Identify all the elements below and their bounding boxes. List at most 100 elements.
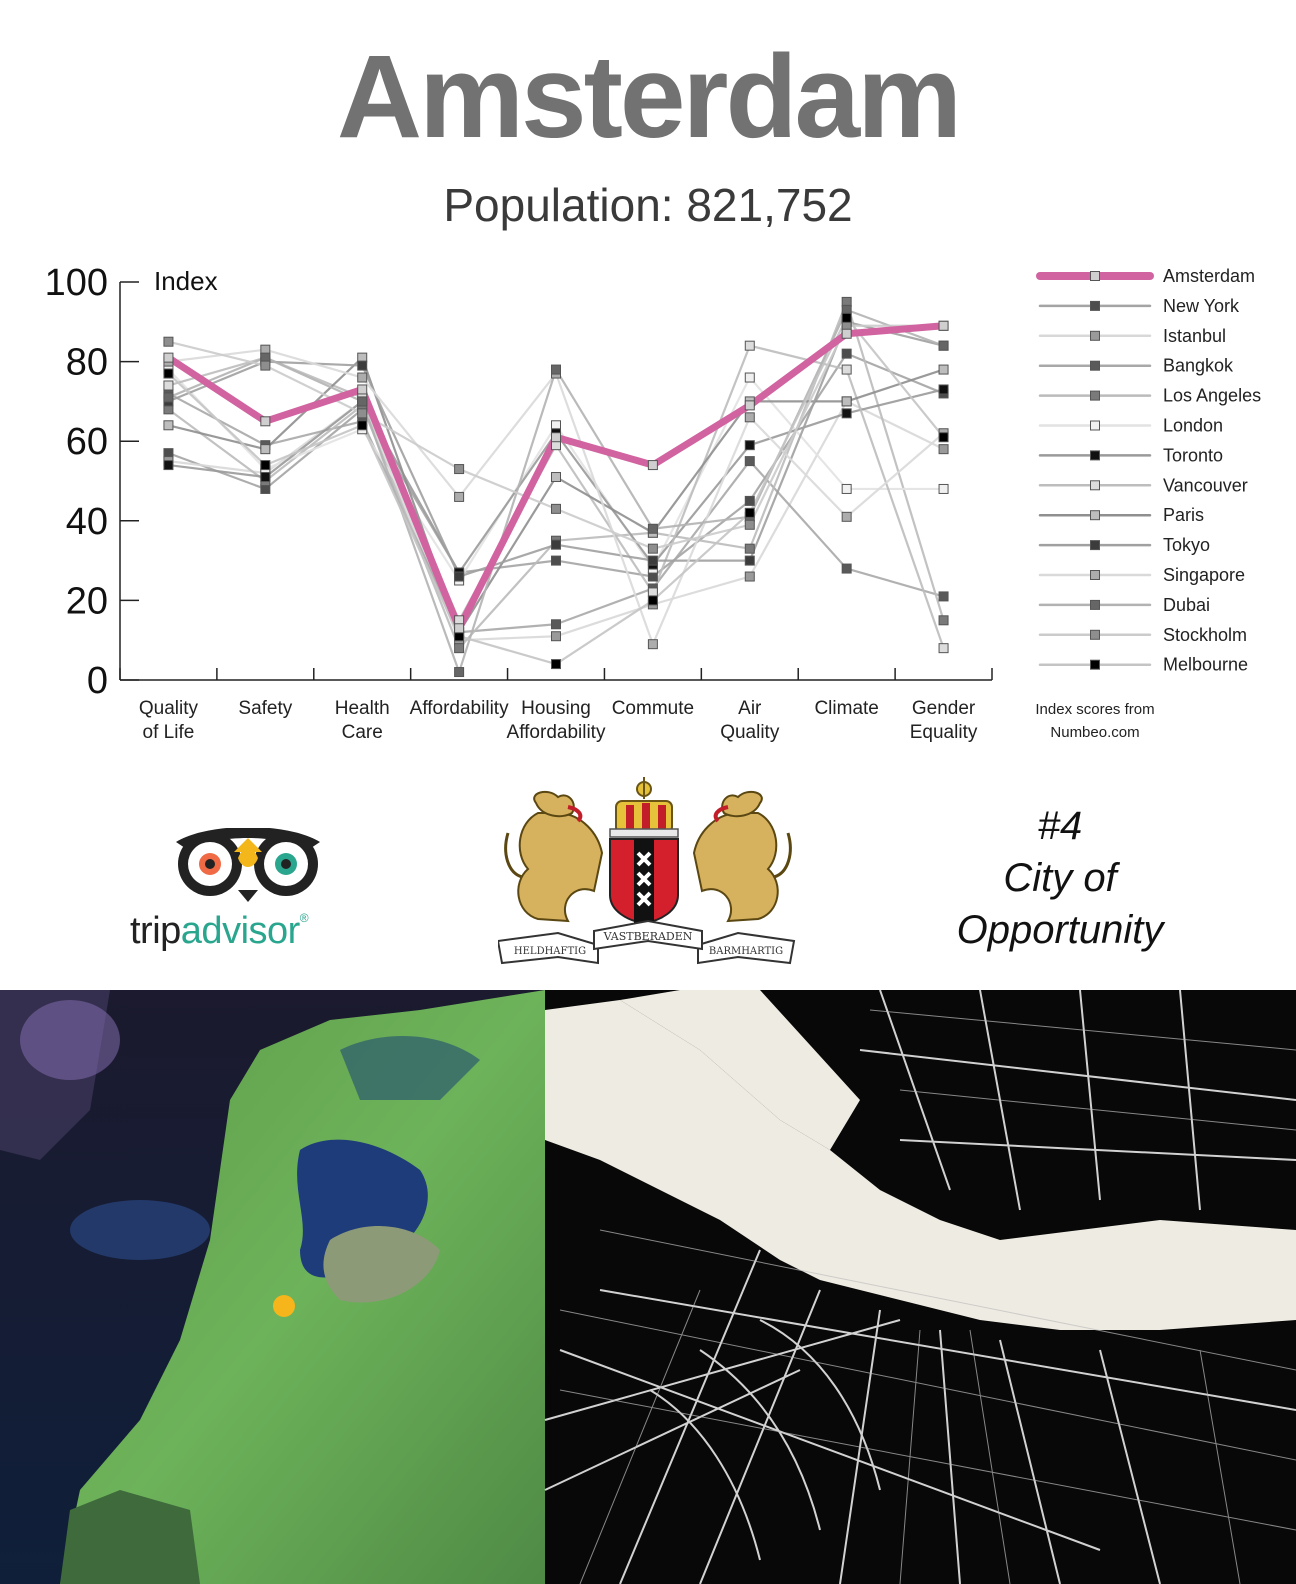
data-point-toronto — [163, 460, 174, 471]
satellite-map — [0, 990, 545, 1584]
data-point-melbourne — [841, 312, 852, 323]
left-lion-icon — [504, 790, 604, 923]
data-point-los-angeles — [454, 643, 465, 654]
data-point-istanbul — [551, 631, 561, 642]
data-point-dubai — [647, 523, 658, 534]
data-point-los-angeles — [938, 615, 949, 626]
data-point-singapore — [647, 639, 658, 650]
data-point-singapore — [454, 491, 465, 502]
legend-marker — [1090, 510, 1100, 521]
data-point-melbourne — [647, 595, 658, 606]
data-point-vancouver — [841, 364, 852, 375]
legend-marker — [1090, 540, 1100, 551]
legend-label: London — [1163, 416, 1223, 436]
right-lion-icon — [692, 790, 792, 923]
data-point-amsterdam — [744, 400, 755, 411]
x-tick-label: Quality — [720, 722, 780, 743]
x-tick-label: Affordability — [507, 722, 606, 743]
ranking-badge: #4 City of Opportunity — [920, 800, 1200, 956]
data-point-london — [744, 372, 755, 383]
x-tick-label: Gender — [912, 698, 976, 719]
data-point-istanbul — [744, 571, 755, 582]
y-tick-label: 0 — [87, 660, 108, 702]
data-point-bangkok — [551, 619, 561, 630]
data-point-toronto — [744, 440, 755, 451]
y-tick-label: 40 — [66, 501, 108, 543]
data-point-amsterdam — [260, 416, 271, 427]
legend-label: Dubai — [1163, 595, 1210, 615]
legend-marker — [1090, 570, 1100, 580]
shield-icon — [609, 838, 679, 925]
motto-center: VASTBERADEN — [603, 930, 693, 943]
legend-label: Vancouver — [1163, 475, 1248, 495]
legend-marker — [1090, 450, 1100, 461]
legend-marker — [1090, 300, 1100, 311]
data-point-amsterdam — [163, 352, 174, 363]
x-tick-label: of Life — [143, 722, 195, 743]
data-point-dubai — [938, 340, 949, 351]
x-tick-label: Housing — [521, 698, 591, 719]
street-map — [544, 990, 1296, 1584]
series-line-singapore — [168, 348, 945, 646]
legend-marker — [1090, 480, 1100, 491]
data-point-amsterdam — [938, 320, 949, 331]
data-point-dubai — [163, 392, 174, 403]
map-panels — [0, 990, 1296, 1584]
data-point-vancouver — [938, 643, 949, 654]
data-point-amsterdam — [357, 384, 368, 395]
data-point-new-york — [551, 555, 561, 566]
data-point-melbourne — [260, 460, 271, 471]
x-tick-label: Quality — [139, 698, 199, 719]
data-point-tokyo — [647, 555, 658, 566]
tripadvisor-wordmark: tripadvisor® — [130, 910, 309, 952]
data-point-paris — [260, 444, 271, 455]
data-point-london — [938, 483, 949, 494]
data-point-new-york — [744, 495, 755, 506]
data-point-bangkok — [938, 591, 949, 602]
legend-label: Los Angeles — [1163, 386, 1261, 406]
data-point-london — [841, 483, 852, 494]
x-tick-label: Climate — [814, 698, 878, 719]
data-point-bangkok — [841, 563, 852, 574]
legend-label: Paris — [1163, 505, 1204, 525]
owl-icon — [176, 828, 320, 902]
data-point-tokyo — [357, 360, 368, 371]
legend-label: Tokyo — [1163, 535, 1210, 555]
data-point-paris — [163, 420, 174, 431]
legend-label: Toronto — [1163, 445, 1223, 465]
data-point-tokyo — [454, 571, 465, 582]
index-line-chart: 0 20 40 60 80 100 Index Quality of Life Safety Hea… — [45, 262, 1261, 743]
legend-marker — [1090, 360, 1100, 371]
data-point-singapore — [357, 372, 368, 383]
y-tick-label: 20 — [66, 580, 108, 622]
legend-label: Amsterdam — [1163, 266, 1255, 286]
legend-marker — [1090, 420, 1100, 431]
legend-marker — [1090, 629, 1100, 640]
tripadvisor-logo: tripadvisor® — [130, 828, 350, 963]
data-point-melbourne — [744, 507, 755, 518]
data-point-vancouver — [744, 340, 755, 351]
data-point-melbourne — [551, 659, 561, 670]
data-point-tokyo — [551, 539, 561, 550]
data-point-dubai — [357, 396, 368, 407]
legend-marker — [1090, 271, 1100, 281]
data-point-vancouver — [163, 380, 174, 391]
x-tick-label: Commute — [612, 698, 694, 719]
legend-marker — [1090, 659, 1100, 670]
data-point-singapore — [841, 511, 852, 522]
legend-label: Bangkok — [1163, 356, 1234, 376]
data-point-melbourne — [163, 368, 174, 379]
rank-line-2: Opportunity — [956, 908, 1164, 952]
legend-label: Istanbul — [1163, 326, 1226, 346]
series-line-paris — [168, 356, 944, 634]
data-point-tokyo — [744, 555, 755, 566]
data-point-new-york — [841, 348, 852, 359]
data-point-amsterdam — [551, 432, 561, 443]
data-point-paris — [551, 472, 561, 483]
crown-icon — [609, 777, 679, 838]
x-tick-label: Safety — [238, 698, 292, 719]
data-point-melbourne — [938, 432, 949, 443]
data-point-stockholm — [163, 336, 174, 347]
source-note: Index scores from Numbeo.com — [1010, 698, 1180, 744]
x-tick-label: Equality — [910, 722, 978, 743]
